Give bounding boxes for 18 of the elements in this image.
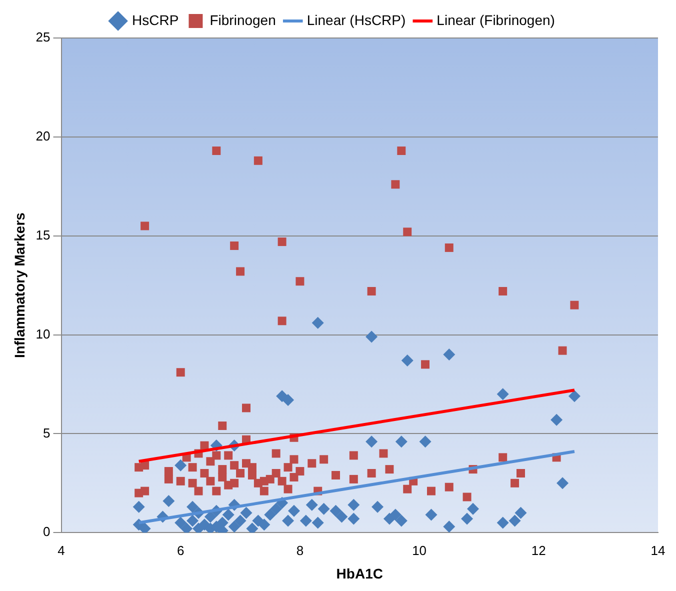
legend-label: Fibrinogen [210,12,276,28]
y-tick-label: 10 [36,326,50,342]
y-tick-label: 25 [36,30,50,45]
x-tick-label: 14 [650,542,666,558]
x-tick-label: 10 [412,542,427,558]
legend-label: Linear (HsCRP) [306,12,406,28]
y-tick-label: 20 [36,128,50,144]
y-axis-title: Inflammatory Markers [11,212,28,358]
y-tick-label: 5 [43,425,50,440]
x-tick-label: 6 [176,542,184,558]
x-axis-title: HbA1C [336,565,383,582]
x-tick-label: 12 [531,542,546,558]
y-tick-label: 0 [43,524,50,540]
y-tick-label: 15 [36,227,50,242]
legend-label: HsCRP [132,12,179,28]
x-tick-label: 8 [296,542,304,558]
legend-label: Linear (Fibrinogen) [436,12,555,28]
x-tick-label: 4 [58,542,65,558]
